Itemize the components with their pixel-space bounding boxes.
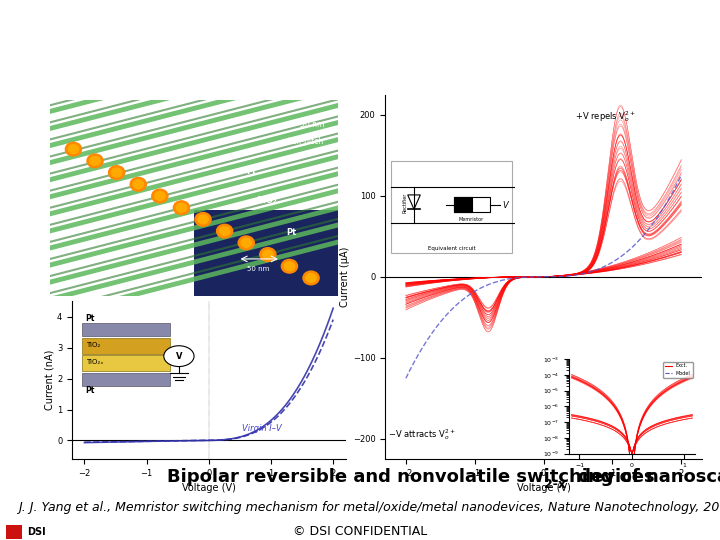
Text: DSI: DSI [27, 527, 45, 537]
Circle shape [284, 262, 294, 271]
Text: TiO₂ₓ: TiO₂ₓ [86, 359, 103, 365]
Bar [82, 355, 170, 371]
Circle shape [152, 189, 168, 203]
Circle shape [130, 178, 146, 191]
Text: Pt: Pt [287, 227, 297, 237]
Circle shape [87, 154, 103, 168]
X-axis label: Voltage (V): Voltage (V) [182, 483, 235, 493]
Polygon shape [408, 195, 420, 210]
Text: a: a [30, 113, 38, 126]
Text: Memristor: Memristor [458, 217, 483, 222]
Text: TiO₂: TiO₂ [86, 342, 100, 348]
Text: Bipolar reversible and nonvolatile switching of nanoscale TiO: Bipolar reversible and nonvolatile switc… [167, 468, 720, 485]
Text: −V attracts V$_o^{2+}$: −V attracts V$_o^{2+}$ [388, 427, 456, 442]
Circle shape [220, 227, 230, 235]
Circle shape [195, 213, 211, 226]
Bar [82, 338, 170, 354]
Circle shape [263, 250, 273, 259]
Text: V: V [176, 352, 183, 361]
Circle shape [260, 248, 276, 261]
Text: Memristor With Programming Threshold: Memristor With Programming Threshold [18, 28, 720, 62]
Text: c: c [361, 99, 369, 112]
Bar [194, 210, 338, 295]
Circle shape [155, 192, 165, 200]
Bar [82, 373, 170, 387]
Circle shape [164, 346, 194, 367]
Bar [6, 525, 22, 539]
Circle shape [238, 236, 254, 249]
Text: 50 nm: 50 nm [246, 266, 269, 272]
Bar [82, 323, 170, 336]
Text: +V repels V$_o^{2+}$: +V repels V$_o^{2+}$ [575, 109, 636, 124]
Text: Pt: Pt [86, 314, 95, 322]
Legend: Exct., Model: Exct., Model [662, 362, 693, 378]
Text: devices: devices [572, 468, 654, 485]
X-axis label: Voltage (V): Voltage (V) [517, 483, 570, 493]
Circle shape [303, 271, 319, 285]
Circle shape [198, 215, 208, 224]
Circle shape [112, 168, 122, 177]
Circle shape [282, 259, 297, 273]
Text: V: V [502, 201, 508, 210]
Y-axis label: Current (μA): Current (μA) [340, 247, 350, 307]
Text: J. J. Yang et al., Memristor switching mechanism for metal/oxide/metal nanodevic: J. J. Yang et al., Memristor switching m… [18, 501, 720, 514]
Circle shape [217, 224, 233, 238]
Text: Pt: Pt [86, 387, 95, 395]
Circle shape [174, 201, 189, 214]
Circle shape [176, 203, 186, 212]
Text: b: b [37, 306, 46, 319]
Text: TiO₂: TiO₂ [258, 196, 277, 205]
Text: half-pitch: half-pitch [288, 137, 324, 146]
Circle shape [133, 180, 143, 188]
Circle shape [66, 143, 81, 156]
Text: © DSI CONFIDENTIAL: © DSI CONFIDENTIAL [293, 525, 427, 538]
Text: 50 nm: 50 nm [300, 120, 324, 129]
Text: Equivalent circuit: Equivalent circuit [428, 246, 476, 251]
Bar [454, 197, 490, 212]
Text: Pt: Pt [246, 166, 256, 176]
Text: Rectifier: Rectifier [402, 193, 408, 213]
Circle shape [306, 274, 316, 282]
Text: 2-x: 2-x [544, 478, 566, 491]
Circle shape [68, 145, 78, 153]
Circle shape [90, 157, 100, 165]
Text: Virgin I–V: Virgin I–V [242, 423, 282, 433]
Circle shape [241, 239, 251, 247]
Bar [454, 197, 472, 212]
Y-axis label: Current (nA): Current (nA) [44, 350, 54, 410]
Circle shape [109, 166, 125, 179]
